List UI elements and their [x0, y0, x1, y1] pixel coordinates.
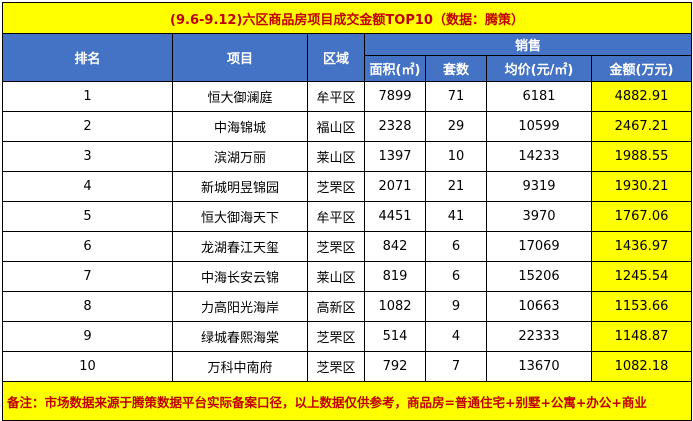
- table-body: 1 恒大御澜庭 牟平区 7899 71 6181 4882.91 2 中海锦城 福山区 2328 29…: [2, 81, 692, 382]
- cell-rank: 1: [2, 81, 173, 112]
- table-row: 9 绿城春熙海棠 芝罘区 514 4 22333 1148.87: [2, 321, 692, 352]
- cell-project: 力高阳光海岸: [172, 291, 308, 322]
- cell-avg-price: 3970: [486, 201, 592, 232]
- cell-amount: 1930.21: [591, 171, 692, 202]
- cell-rank: 7: [2, 261, 173, 292]
- cell-rank: 4: [2, 171, 173, 202]
- header-area: 面积(㎡): [364, 55, 426, 82]
- table-row: 10 万科中南府 芝罘区 792 7 13670 1082.18: [2, 351, 692, 382]
- table-row: 2 中海锦城 福山区 2328 29 10599 2467.21: [2, 111, 692, 142]
- cell-district: 福山区: [307, 111, 365, 142]
- header-rank: 排名: [2, 33, 173, 82]
- cell-project: 滨湖万丽: [172, 141, 308, 172]
- cell-area: 2328: [364, 111, 426, 142]
- header-avg-price: 均价(元/㎡): [486, 55, 592, 82]
- table-row: 1 恒大御澜庭 牟平区 7899 71 6181 4882.91: [2, 81, 692, 112]
- cell-area: 4451: [364, 201, 426, 232]
- cell-amount: 1767.06: [591, 201, 692, 232]
- cell-amount: 1082.18: [591, 351, 692, 382]
- cell-units: 29: [425, 111, 487, 142]
- cell-units: 41: [425, 201, 487, 232]
- cell-district: 牟平区: [307, 201, 365, 232]
- table-row: 6 龙湖春江天玺 芝罘区 842 6 17069 1436.97: [2, 231, 692, 262]
- cell-district: 芝罘区: [307, 351, 365, 382]
- cell-district: 高新区: [307, 291, 365, 322]
- table-row: 8 力高阳光海岸 高新区 1082 9 10663 1153.66: [2, 291, 692, 322]
- cell-units: 6: [425, 261, 487, 292]
- cell-avg-price: 14233: [486, 141, 592, 172]
- cell-area: 1397: [364, 141, 426, 172]
- cell-project: 龙湖春江天玺: [172, 231, 308, 262]
- cell-avg-price: 9319: [486, 171, 592, 202]
- cell-rank: 2: [2, 111, 173, 142]
- cell-project: 中海锦城: [172, 111, 308, 142]
- cell-units: 21: [425, 171, 487, 202]
- cell-project: 恒大御澜庭: [172, 81, 308, 112]
- cell-project: 绿城春熙海棠: [172, 321, 308, 352]
- cell-rank: 8: [2, 291, 173, 322]
- table-row: 5 恒大御海天下 牟平区 4451 41 3970 1767.06: [2, 201, 692, 232]
- cell-avg-price: 15206: [486, 261, 592, 292]
- cell-amount: 4882.91: [591, 81, 692, 112]
- cell-district: 芝罘区: [307, 231, 365, 262]
- cell-project: 新城明昱锦园: [172, 171, 308, 202]
- cell-rank: 6: [2, 231, 173, 262]
- cell-units: 71: [425, 81, 487, 112]
- table-title: (9.6-9.12)六区商品房项目成交金额TOP10（数据：腾策）: [2, 2, 692, 34]
- cell-area: 792: [364, 351, 426, 382]
- cell-amount: 2467.21: [591, 111, 692, 142]
- table-row: 4 新城明昱锦园 芝罘区 2071 21 9319 1930.21: [2, 171, 692, 202]
- header-amount: 金额(万元): [591, 55, 692, 82]
- cell-rank: 10: [2, 351, 173, 382]
- cell-units: 10: [425, 141, 487, 172]
- cell-area: 1082: [364, 291, 426, 322]
- cell-area: 842: [364, 231, 426, 262]
- table-note: 备注：市场数据来源于腾策数据平台实际备案口径，以上数据仅供参考，商品房=普通住宅…: [2, 381, 692, 421]
- cell-amount: 1988.55: [591, 141, 692, 172]
- cell-amount: 1148.87: [591, 321, 692, 352]
- table-row: 3 滨湖万丽 莱山区 1397 10 14233 1988.55: [2, 141, 692, 172]
- cell-project: 恒大御海天下: [172, 201, 308, 232]
- header-project: 项目: [172, 33, 308, 82]
- cell-project: 中海长安云锦: [172, 261, 308, 292]
- cell-avg-price: 13670: [486, 351, 592, 382]
- cell-avg-price: 22333: [486, 321, 592, 352]
- cell-units: 7: [425, 351, 487, 382]
- cell-avg-price: 6181: [486, 81, 592, 112]
- cell-amount: 1245.54: [591, 261, 692, 292]
- cell-district: 芝罘区: [307, 171, 365, 202]
- cell-district: 芝罘区: [307, 321, 365, 352]
- header-district: 区域: [307, 33, 365, 82]
- cell-area: 819: [364, 261, 426, 292]
- cell-area: 7899: [364, 81, 426, 112]
- header-units: 套数: [425, 55, 487, 82]
- cell-rank: 5: [2, 201, 173, 232]
- cell-area: 514: [364, 321, 426, 352]
- cell-area: 2071: [364, 171, 426, 202]
- cell-amount: 1153.66: [591, 291, 692, 322]
- cell-rank: 3: [2, 141, 173, 172]
- table-row: 7 中海长安云锦 莱山区 819 6 15206 1245.54: [2, 261, 692, 292]
- cell-rank: 9: [2, 321, 173, 352]
- cell-avg-price: 10663: [486, 291, 592, 322]
- cell-district: 莱山区: [307, 261, 365, 292]
- cell-amount: 1436.97: [591, 231, 692, 262]
- cell-avg-price: 17069: [486, 231, 592, 262]
- cell-avg-price: 10599: [486, 111, 592, 142]
- cell-district: 牟平区: [307, 81, 365, 112]
- cell-project: 万科中南府: [172, 351, 308, 382]
- cell-district: 莱山区: [307, 141, 365, 172]
- cell-units: 9: [425, 291, 487, 322]
- cell-units: 4: [425, 321, 487, 352]
- cell-units: 6: [425, 231, 487, 262]
- header-sales: 销售: [364, 33, 692, 56]
